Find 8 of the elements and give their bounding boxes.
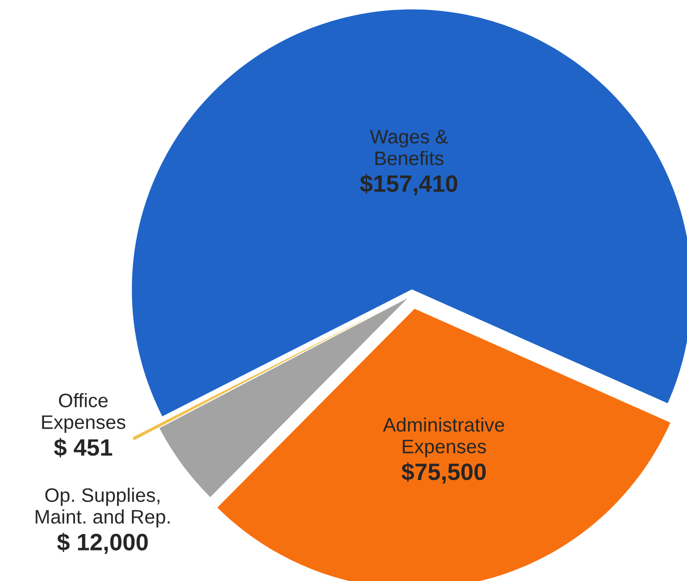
slice-label: Administrative Expenses [382,417,504,458]
data-label: $ 12,000 [57,532,148,554]
data-label: $157,410 [360,174,458,196]
data-label: $ 451 [54,438,112,458]
data-label: $75,500 [402,462,486,484]
slice-label: Office Expenses [42,393,126,433]
slice-label: Op. Supplies, Maint. and Rep. [36,488,170,528]
slice-label: Wages & Benefits [370,130,448,166]
